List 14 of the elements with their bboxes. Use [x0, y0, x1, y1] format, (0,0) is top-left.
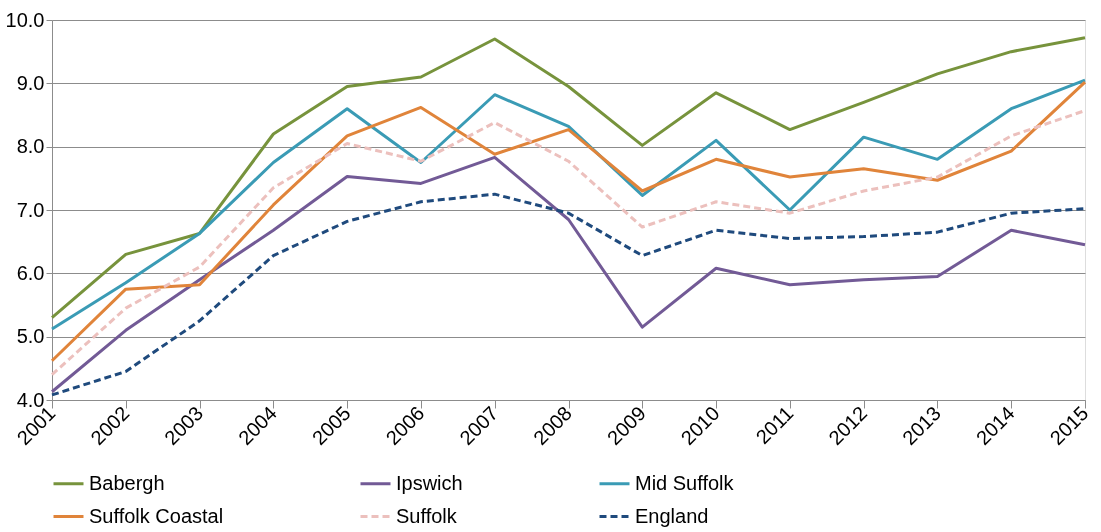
line-series [50, 36, 1087, 320]
legend-label: Ipswich [396, 471, 463, 494]
y-tick-label: 5.0 [16, 325, 45, 348]
y-tick-label: 7.0 [16, 198, 45, 221]
legend-label: Suffolk Coastal [89, 504, 224, 527]
y-tick-label: 6.0 [16, 261, 45, 284]
legend-label: Suffolk [396, 504, 458, 527]
y-tick-label: 9.0 [16, 71, 45, 94]
y-tick-label: 8.0 [16, 135, 45, 158]
y-tick-label: 10.0 [5, 8, 45, 31]
legend-label: Babergh [89, 471, 165, 494]
line-series [50, 155, 1087, 394]
legend-label: Mid Suffolk [635, 471, 735, 494]
legend-label: England [635, 504, 709, 527]
